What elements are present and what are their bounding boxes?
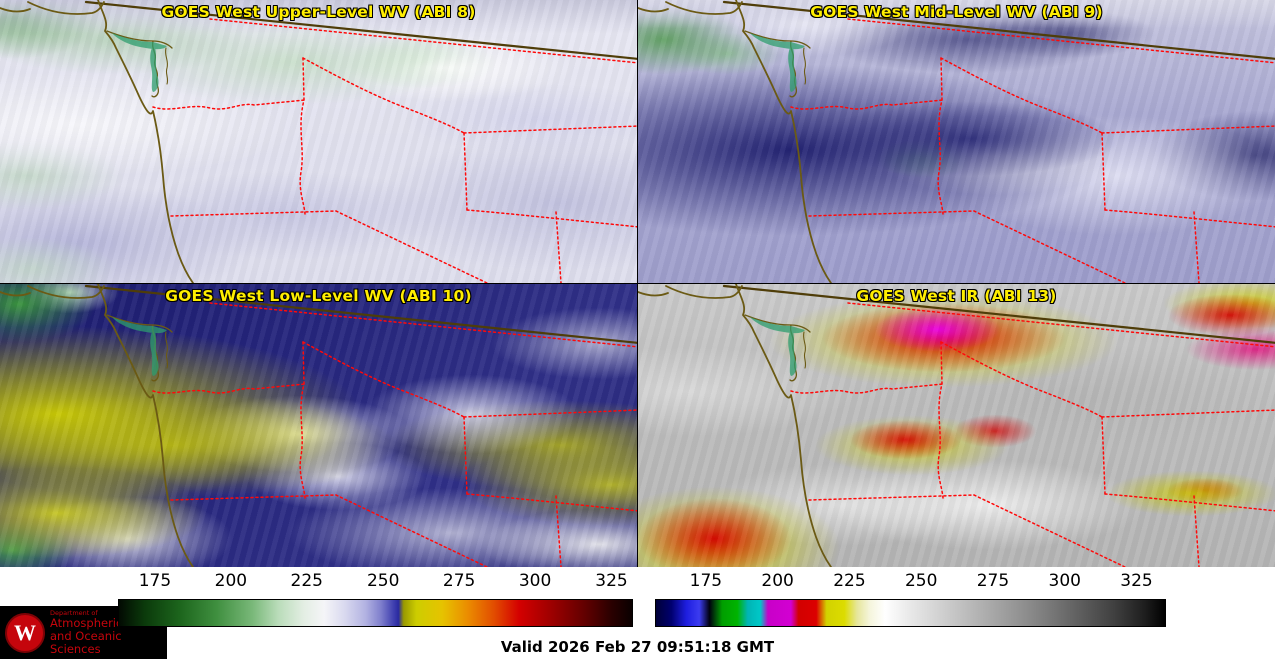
tick-label: 275: [976, 571, 1010, 591]
logo-dept-line: Department of: [50, 608, 98, 617]
satellite-image-abi10: [0, 284, 637, 567]
tick-label: 225: [290, 571, 324, 591]
ir-colorbar-ticks: 175 200 225 250 275 300 325: [655, 569, 1164, 595]
panel-title-abi8: GOES West Upper-Level WV (ABI 8): [161, 3, 476, 21]
crest-letter: W: [14, 619, 36, 645]
tick-label: 300: [1048, 571, 1081, 591]
panel-upper-level-wv: GOES West Upper-Level WV (ABI 8): [0, 0, 637, 283]
logo-text: Department of Atmospheric and Oceanic Sc…: [50, 608, 162, 656]
tick-label: 175: [138, 571, 172, 591]
tick-label: 200: [214, 571, 248, 591]
map-overlay: [638, 284, 1275, 567]
panel-title-abi13: GOES West IR (ABI 13): [856, 287, 1057, 305]
tick-label: 200: [761, 571, 794, 591]
logo-line2: Atmospheric: [50, 615, 123, 630]
map-overlay: [0, 284, 637, 567]
tick-label: 250: [366, 571, 400, 591]
logo-line3: and Oceanic Sciences: [50, 628, 122, 656]
panel-infrared: GOES West IR (ABI 13): [638, 284, 1275, 567]
map-overlay: [0, 0, 637, 283]
tick-label: 325: [595, 571, 628, 591]
panel-mid-level-wv: GOES West Mid-Level WV (ABI 9): [638, 0, 1275, 283]
wv-colorbar-ticks: 175 200 225 250 275 300 325: [118, 569, 631, 595]
tick-label: 300: [518, 571, 552, 591]
tick-label: 225: [833, 571, 866, 591]
tick-label: 275: [442, 571, 476, 591]
panel-low-level-wv: GOES West Low-Level WV (ABI 10): [0, 284, 637, 567]
tick-label: 175: [689, 571, 723, 591]
panel-title-abi9: GOES West Mid-Level WV (ABI 9): [810, 3, 1103, 21]
imagery-grid: GOES West Upper-Level WV (ABI 8) GOES We…: [0, 0, 1275, 567]
tick-label: 250: [904, 571, 938, 591]
tick-label: 325: [1120, 571, 1153, 591]
valid-timestamp: Valid 2026 Feb 27 09:51:18 GMT: [500, 638, 775, 656]
uw-crest-icon: W: [5, 612, 45, 653]
panel-title-abi10: GOES West Low-Level WV (ABI 10): [165, 287, 472, 305]
ir-colorbar: [655, 599, 1166, 627]
map-overlay: [638, 0, 1275, 283]
wv-colorbar: [118, 599, 633, 627]
footer-band: 175 200 225 250 275 300 325 175 200 225 …: [0, 567, 1275, 659]
